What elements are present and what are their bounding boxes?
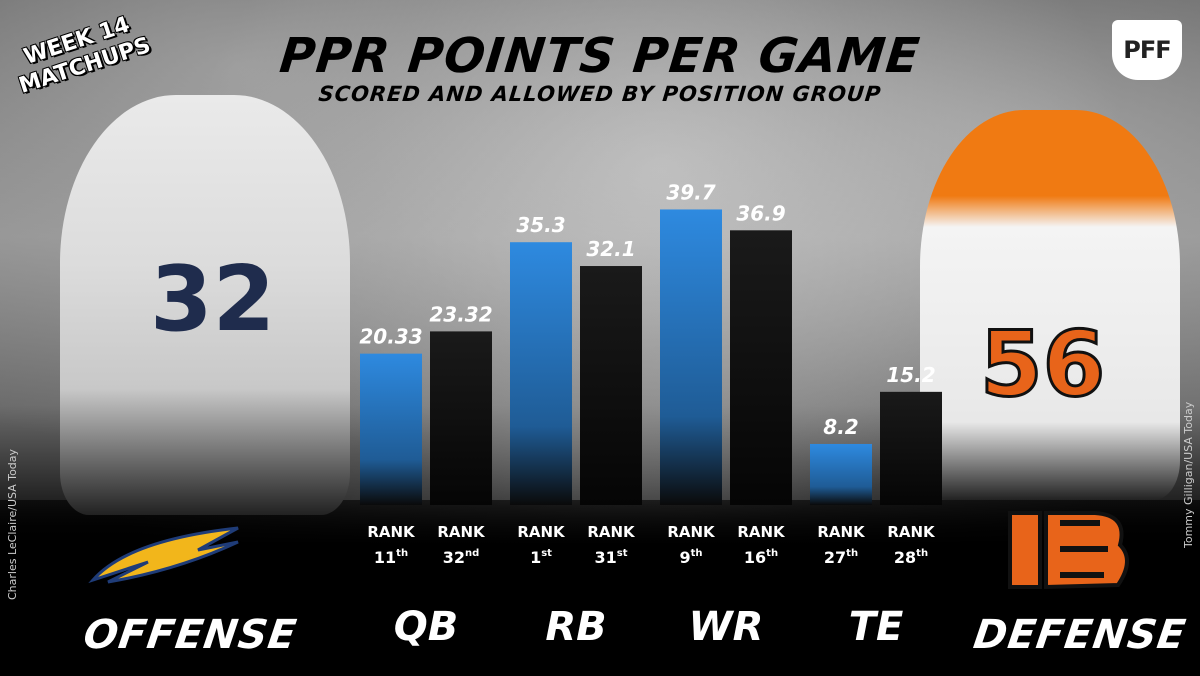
rank-label-offense-te: RANK	[817, 523, 866, 541]
rank-value-offense-wr: 9th	[679, 548, 702, 567]
offense-jersey-number: 32	[150, 247, 276, 352]
rank-value-offense-qb: 11th	[374, 548, 408, 567]
bottom-band	[0, 500, 1200, 676]
value-label-offense-rb: 35.3	[516, 213, 565, 237]
value-label-offense-qb: 20.33	[359, 325, 422, 349]
rank-value-offense-te: 27th	[824, 548, 858, 567]
offense-player-image	[60, 95, 350, 515]
rank-label-offense-wr: RANK	[667, 523, 716, 541]
rank-value-defense-te: 28th	[894, 548, 928, 567]
rank-label-defense-qb: RANK	[437, 523, 486, 541]
bar-defense-wr	[730, 230, 792, 506]
pff-logo: PFF	[1112, 20, 1182, 80]
bar-defense-rb	[580, 266, 642, 505]
bengals-b-logo	[1008, 511, 1129, 590]
rank-value-defense-wr: 16th	[744, 548, 778, 567]
bar-offense-qb	[360, 353, 422, 505]
bar-offense-rb	[510, 242, 572, 505]
value-label-defense-wr: 36.9	[736, 201, 785, 225]
chargers-bolt-logo	[88, 526, 239, 584]
bar-offense-te	[810, 443, 872, 505]
rank-label-offense-qb: RANK	[367, 523, 416, 541]
value-label-defense-qb: 23.32	[429, 302, 492, 326]
bar-defense-qb	[430, 331, 492, 505]
rank-label-defense-rb: RANK	[587, 523, 636, 541]
defense-player-image	[920, 110, 1180, 500]
bar-defense-te	[880, 391, 942, 505]
value-label-defense-rb: 32.1	[586, 237, 635, 261]
category-label-rb: RB	[545, 604, 606, 650]
rank-value-defense-rb: 31st	[595, 548, 628, 567]
category-label-qb: QB	[394, 604, 459, 650]
value-label-offense-wr: 39.7	[666, 180, 715, 204]
rank-value-offense-rb: 1st	[530, 548, 552, 567]
bar-offense-wr	[660, 209, 722, 505]
rank-value-defense-qb: 32nd	[443, 548, 480, 567]
category-label-wr: WR	[689, 604, 764, 650]
rank-label-defense-wr: RANK	[737, 523, 786, 541]
value-label-defense-te: 15.2	[886, 363, 935, 387]
rank-label-offense-rb: RANK	[517, 523, 566, 541]
value-label-offense-te: 8.2	[823, 415, 858, 439]
defense-jersey-number: 56	[978, 312, 1106, 417]
category-label-te: TE	[849, 604, 904, 650]
rank-label-defense-te: RANK	[887, 523, 936, 541]
